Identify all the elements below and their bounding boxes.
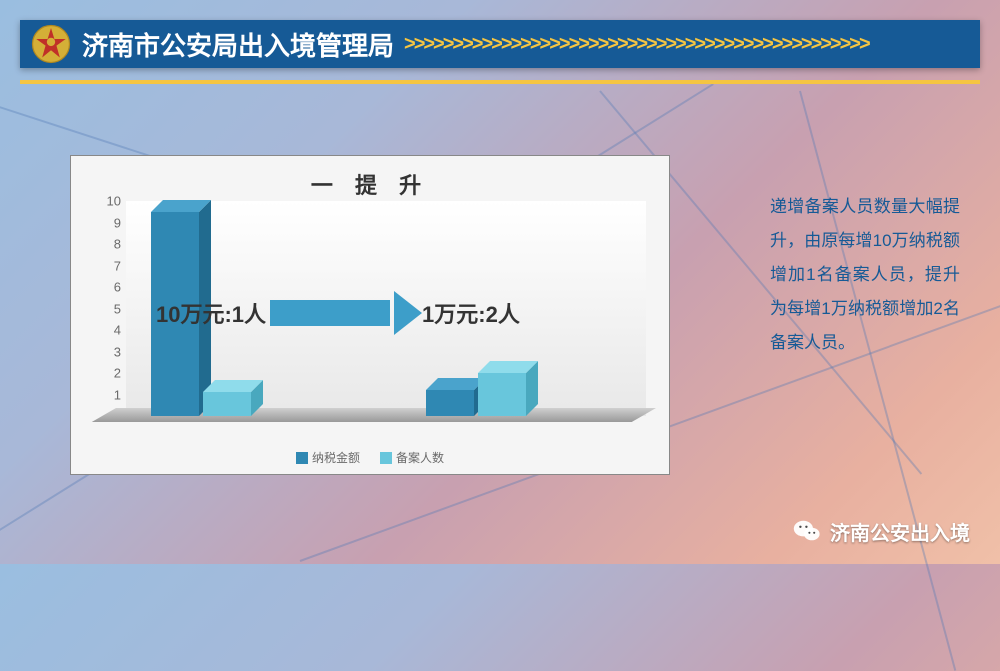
legend-label: 备案人数 <box>396 449 444 466</box>
arrow-head-icon <box>394 291 422 335</box>
legend-item: 纳税金额 <box>296 449 360 466</box>
footer-brand: 济南公安出入境 <box>792 516 970 546</box>
y-axis: 012345678910 <box>91 201 121 416</box>
footer-brand-text: 济南公安出入境 <box>830 517 970 546</box>
chart-title: 一 提 升 <box>71 168 669 200</box>
chart-annotation: 10万元:1人 1万元:2人 <box>156 291 520 335</box>
legend-label: 纳税金额 <box>312 449 360 466</box>
deco-line <box>799 91 956 671</box>
side-description: 递增备案人员数量大幅提升，由原每增10万纳税额增加1名备案人员，提升为每增1万纳… <box>770 190 960 360</box>
y-tick-label: 9 <box>114 215 121 230</box>
y-tick-label: 5 <box>114 301 121 316</box>
y-tick-label: 4 <box>114 323 121 338</box>
arrow-shaft <box>270 300 390 326</box>
bar <box>426 390 474 416</box>
wechat-icon <box>792 516 822 546</box>
legend-swatch <box>380 452 392 464</box>
bar <box>478 373 526 416</box>
y-tick-label: 8 <box>114 237 121 252</box>
legend-swatch <box>296 452 308 464</box>
chart-legend: 纳税金额 备案人数 <box>71 449 669 466</box>
chart-panel: 一 提 升 012345678910 10万元:1人 1万元:2人 纳税金额 备… <box>70 155 670 475</box>
y-tick-label: 3 <box>114 344 121 359</box>
y-tick-label: 1 <box>114 387 121 402</box>
header-title: 济南市公安局出入境管理局 <box>82 26 394 63</box>
y-tick-label: 10 <box>107 194 121 209</box>
legend-item: 备案人数 <box>380 449 444 466</box>
annotation-right-text: 1万元:2人 <box>422 297 520 329</box>
header-underline <box>20 80 980 84</box>
y-tick-label: 2 <box>114 366 121 381</box>
bar <box>203 392 251 416</box>
header-bar: 济南市公安局出入境管理局 >>>>>>>>>>>>>>>>>>>>>>>>>>>… <box>20 20 980 68</box>
annotation-left-text: 10万元:1人 <box>156 297 266 329</box>
y-tick-label: 7 <box>114 258 121 273</box>
y-tick-label: 6 <box>114 280 121 295</box>
header-chevrons: >>>>>>>>>>>>>>>>>>>>>>>>>>>>>>>>>>>>>>>>… <box>404 33 970 56</box>
police-badge-icon <box>30 23 72 65</box>
